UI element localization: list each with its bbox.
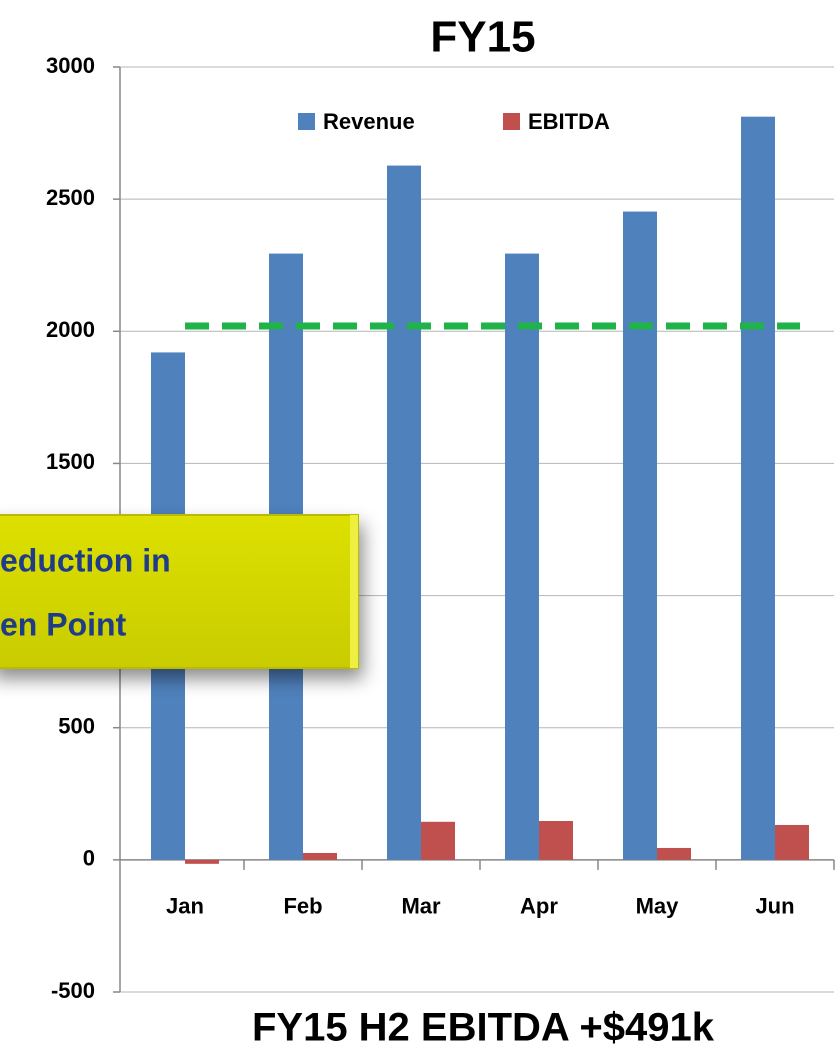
x-tick-label: May bbox=[636, 894, 680, 919]
annotation-text: eduction in bbox=[0, 542, 171, 578]
bar bbox=[185, 859, 219, 864]
y-tick-label: -500 bbox=[51, 978, 95, 1003]
chart-title: FY15 bbox=[430, 13, 535, 62]
legend-swatch bbox=[298, 113, 315, 130]
bar bbox=[505, 253, 539, 860]
y-tick-label: 2000 bbox=[46, 317, 95, 342]
annotation-edge bbox=[350, 515, 358, 668]
annotation-box bbox=[0, 514, 359, 669]
y-tick-label: 500 bbox=[58, 714, 95, 739]
footer: FY15 H2 EBITDA +$491k bbox=[252, 1006, 715, 1050]
bar bbox=[421, 821, 455, 860]
x-tick-label: Jun bbox=[755, 894, 794, 919]
legend-label: EBITDA bbox=[528, 109, 610, 134]
bar bbox=[303, 852, 337, 860]
x-tick-label: Jan bbox=[166, 894, 204, 919]
legend-swatch bbox=[503, 113, 520, 130]
bar bbox=[539, 821, 573, 860]
bar bbox=[387, 165, 421, 860]
y-tick-label: 0 bbox=[83, 846, 95, 871]
y-tick-label: 3000 bbox=[46, 53, 95, 78]
legend-label: Revenue bbox=[323, 109, 415, 134]
x-tick-label: Feb bbox=[283, 894, 322, 919]
y-tick-label: 2500 bbox=[46, 185, 95, 210]
bar bbox=[775, 824, 809, 860]
bar bbox=[657, 847, 691, 860]
bar bbox=[623, 211, 657, 860]
bar bbox=[741, 116, 775, 860]
annotation-text: en Point bbox=[0, 606, 127, 642]
x-tick-label: Apr bbox=[520, 894, 558, 919]
x-tick-label: Mar bbox=[401, 894, 441, 919]
y-tick-label: 1500 bbox=[46, 449, 95, 474]
